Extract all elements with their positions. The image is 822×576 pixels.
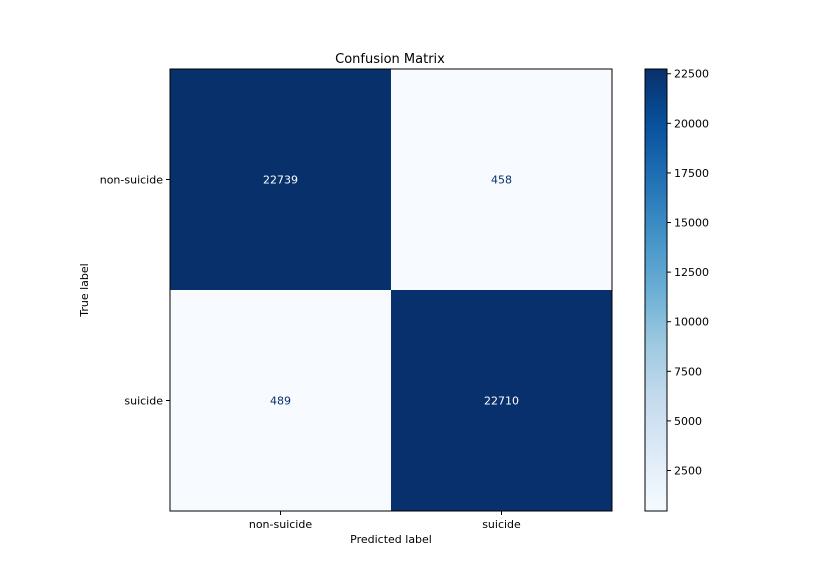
chart-title: Confusion Matrix bbox=[335, 52, 445, 67]
colorbar-ticks: 2500 5000 7500 10000 12500 15000 17500 20000 225… bbox=[667, 68, 709, 477]
y-tick-label: non-suicide bbox=[100, 174, 163, 187]
plot-frame bbox=[169, 68, 613, 512]
colorbar-tick-label: 20000 bbox=[674, 117, 709, 130]
heatmap-cell bbox=[170, 290, 391, 511]
colorbar-tick-label: 17500 bbox=[674, 167, 709, 180]
cell-value-labels: 22739 458 489 22710 bbox=[263, 174, 519, 408]
heatmap-cell bbox=[391, 69, 612, 290]
heatmap-cells bbox=[170, 69, 612, 511]
y-tick-label: suicide bbox=[124, 395, 163, 408]
x-tick-label: non-suicide bbox=[249, 518, 312, 531]
y-axis-ticks: non-suicide suicide bbox=[100, 174, 170, 408]
colorbar-tick-label: 5000 bbox=[674, 415, 702, 428]
y-axis-label: True label bbox=[78, 263, 91, 317]
heatmap-cell bbox=[391, 290, 612, 511]
x-axis-label: Predicted label bbox=[350, 533, 432, 546]
x-axis-ticks: non-suicide suicide bbox=[249, 511, 521, 531]
colorbar-tick-label: 15000 bbox=[674, 217, 709, 230]
x-tick-label: suicide bbox=[482, 518, 521, 531]
cell-value-label: 22710 bbox=[484, 395, 519, 408]
colorbar bbox=[644, 68, 668, 512]
heatmap-cell bbox=[170, 69, 391, 290]
colorbar-tick-label: 12500 bbox=[674, 266, 709, 279]
colorbar-tick-label: 2500 bbox=[674, 464, 702, 477]
cell-value-label: 458 bbox=[491, 174, 512, 187]
colorbar-tick-label: 22500 bbox=[674, 68, 709, 81]
cell-value-label: 22739 bbox=[263, 174, 298, 187]
colorbar-tick-label: 7500 bbox=[674, 365, 702, 378]
cell-value-label: 489 bbox=[270, 395, 291, 408]
colorbar-tick-label: 10000 bbox=[674, 316, 709, 329]
